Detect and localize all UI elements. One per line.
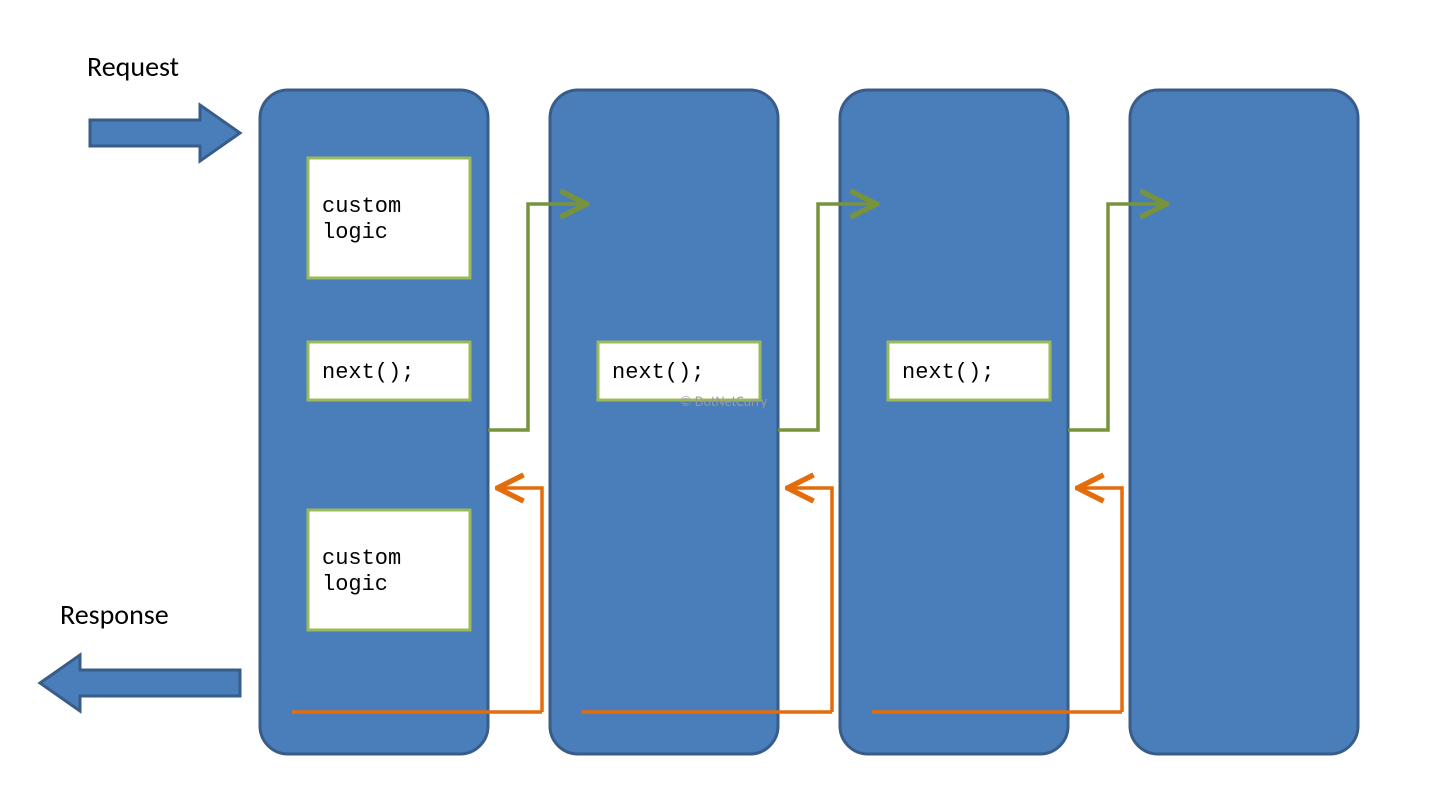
next-call-box-3-text: next(); <box>902 360 994 385</box>
custom-logic-box-before-text: custom <box>322 194 401 219</box>
request-label: Request <box>87 49 179 84</box>
response-arrow-icon <box>40 655 240 711</box>
request-arrow-icon <box>90 105 240 161</box>
watermark-text: © DotNetCurry <box>680 393 768 410</box>
custom-logic-box-after-text: logic <box>322 572 388 597</box>
response-label: Response <box>60 597 169 632</box>
middleware-panel-2 <box>550 90 778 754</box>
custom-logic-box-after-text: custom <box>322 546 401 571</box>
return-arrow-3 <box>1080 488 1122 712</box>
custom-logic-box-before-text: logic <box>322 220 388 245</box>
next-call-box-2-text: next(); <box>612 360 704 385</box>
next-call-box-1-text: next(); <box>322 360 414 385</box>
middleware-panel-4 <box>1130 90 1358 754</box>
middleware-pipeline-diagram: customlogicnext();next();next();customlo… <box>0 0 1454 810</box>
return-arrow-1 <box>500 488 542 712</box>
return-arrow-2 <box>790 488 832 712</box>
middleware-panel-3 <box>840 90 1068 754</box>
